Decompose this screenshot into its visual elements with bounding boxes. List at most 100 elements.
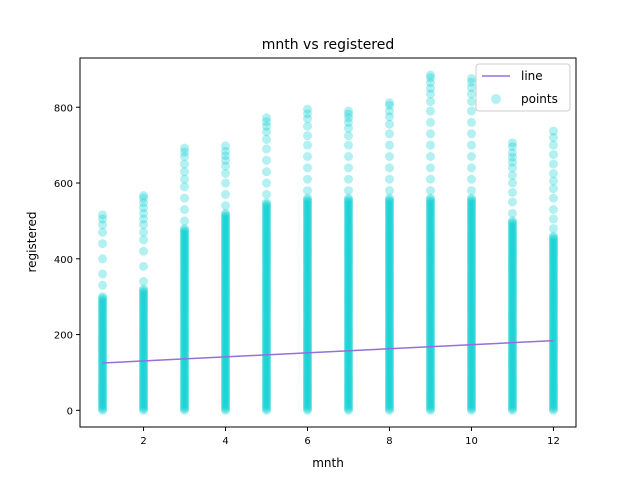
- data-point: [221, 260, 231, 270]
- data-point: [466, 354, 476, 364]
- data-point: [466, 249, 476, 259]
- data-point: [303, 380, 313, 390]
- data-point: [262, 287, 272, 297]
- data-point: [262, 360, 272, 370]
- data-point: [139, 299, 149, 309]
- data-point: [548, 369, 558, 379]
- data-point: [507, 352, 517, 362]
- data-point: [343, 367, 353, 377]
- data-point: [548, 307, 558, 317]
- data-point: [343, 225, 353, 235]
- data-point: [343, 372, 353, 382]
- data-point: [221, 310, 231, 320]
- data-point: [548, 295, 558, 305]
- data-point: [180, 223, 190, 233]
- data-point: [180, 348, 190, 358]
- data-point: [425, 117, 435, 127]
- data-point: [343, 313, 353, 323]
- data-point: [507, 258, 517, 268]
- data-point: [384, 270, 394, 280]
- data-point: [425, 351, 435, 361]
- data-point: [262, 201, 272, 211]
- data-point: [548, 287, 558, 297]
- data-point: [548, 301, 558, 311]
- data-point: [180, 167, 190, 177]
- data-point: [425, 307, 435, 317]
- data-point: [466, 322, 476, 332]
- data-point: [180, 331, 190, 341]
- data-point: [384, 349, 394, 359]
- data-point: [384, 333, 394, 343]
- data-point: [384, 205, 394, 215]
- data-point: [507, 283, 517, 293]
- data-point: [548, 263, 558, 273]
- data-point: [343, 239, 353, 249]
- data-point: [548, 378, 558, 388]
- data-point: [507, 367, 517, 377]
- data-point: [384, 404, 394, 414]
- data-point: [303, 287, 313, 297]
- data-point: [425, 210, 435, 220]
- data-point: [221, 287, 231, 297]
- data-point: [221, 257, 231, 267]
- data-point: [548, 283, 558, 293]
- point-column-12: [548, 126, 558, 415]
- data-point: [425, 319, 435, 329]
- data-point: [303, 383, 313, 393]
- data-point: [507, 278, 517, 288]
- data-point: [180, 360, 190, 370]
- data-point: [425, 295, 435, 305]
- data-point: [548, 372, 558, 382]
- data-point: [180, 252, 190, 262]
- data-point: [507, 307, 517, 317]
- data-point: [262, 236, 272, 246]
- data-point: [139, 191, 149, 201]
- data-point: [343, 395, 353, 405]
- data-point: [507, 228, 517, 238]
- data-point: [343, 254, 353, 264]
- data-point: [98, 405, 108, 415]
- data-point: [139, 372, 149, 382]
- data-point: [262, 213, 272, 223]
- data-point: [384, 316, 394, 326]
- data-point: [221, 380, 231, 390]
- data-point: [548, 140, 558, 150]
- data-point: [303, 266, 313, 276]
- data-point: [466, 316, 476, 326]
- data-point: [98, 269, 108, 279]
- data-point: [425, 78, 435, 88]
- data-point: [139, 364, 149, 374]
- data-point: [180, 305, 190, 315]
- data-point: [262, 286, 272, 296]
- data-point: [425, 222, 435, 232]
- data-point: [466, 305, 476, 315]
- data-point: [384, 405, 394, 415]
- data-point: [221, 222, 231, 232]
- data-point: [221, 302, 231, 312]
- data-point: [139, 214, 149, 224]
- data-point: [384, 375, 394, 385]
- data-point: [303, 375, 313, 385]
- data-point: [384, 330, 394, 340]
- data-point: [180, 296, 190, 306]
- data-point: [507, 345, 517, 355]
- data-point: [466, 390, 476, 400]
- data-point: [384, 328, 394, 338]
- data-point: [507, 270, 517, 280]
- data-point: [425, 384, 435, 394]
- data-point: [139, 301, 149, 311]
- data-point: [262, 292, 272, 302]
- data-point: [221, 298, 231, 308]
- data-point: [98, 358, 108, 368]
- data-point: [466, 314, 476, 324]
- data-point: [548, 351, 558, 361]
- data-point: [262, 334, 272, 344]
- data-point: [384, 174, 394, 184]
- data-point: [466, 301, 476, 311]
- data-point: [262, 217, 272, 227]
- data-point: [221, 189, 231, 199]
- data-point: [425, 254, 435, 264]
- data-point: [139, 374, 149, 384]
- data-point: [221, 390, 231, 400]
- data-point: [343, 345, 353, 355]
